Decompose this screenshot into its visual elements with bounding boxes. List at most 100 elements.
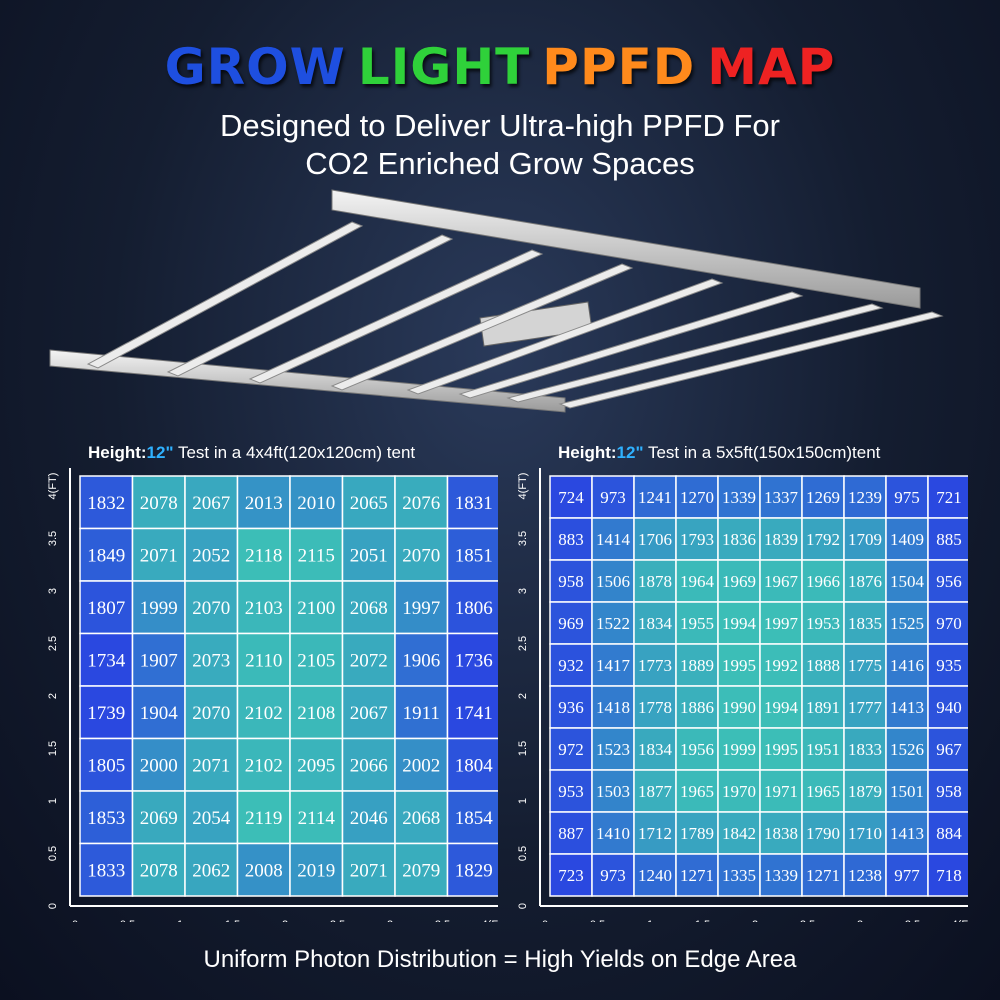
cell-value-label: 1790: [806, 824, 840, 843]
cell-value-label: 1240: [638, 866, 672, 885]
cell-value-label: 1807: [87, 598, 125, 619]
cell-value-label: 1995: [722, 656, 756, 675]
cell-value-label: 718: [936, 866, 962, 885]
title-word-ppfd: PPFD: [542, 38, 696, 96]
cell-value-label: 1849: [87, 546, 125, 567]
heatmap-cell: [341, 737, 396, 792]
heatmap-cell: [885, 685, 929, 729]
heatmap-cell: [801, 685, 845, 729]
heatmap-cell: [927, 811, 968, 855]
heatmap-cell: [131, 790, 186, 845]
heatmap-cell: [591, 811, 635, 855]
y-tick-label: 1.5: [517, 741, 529, 756]
cell-value-label: 970: [936, 614, 962, 633]
cell-value-label: 1270: [680, 488, 714, 507]
cell-value-label: 1851: [455, 546, 493, 567]
cell-value-label: 1842: [722, 824, 756, 843]
cell-value-label: 2068: [350, 598, 388, 619]
cell-value-label: 1994: [764, 698, 799, 717]
title-word-grow: GROW: [164, 38, 346, 96]
cell-value-label: 936: [558, 698, 584, 717]
heatmap-cell: [675, 601, 719, 645]
cell-value-label: 2103: [245, 598, 283, 619]
heatmap-cell: [446, 737, 498, 792]
heatmap-cell: [446, 790, 498, 845]
cell-value-label: 1965: [806, 782, 840, 801]
cell-value-label: 1964: [680, 572, 715, 591]
heatmap-cell: [759, 643, 803, 687]
heatmap-cell: [79, 685, 134, 740]
x-tick-label: 3: [857, 919, 863, 922]
cell-value-label: 2046: [350, 808, 388, 829]
cell-value-label: 1888: [806, 656, 840, 675]
cell-value-label: 1835: [848, 614, 882, 633]
cell-value-label: 1889: [680, 656, 714, 675]
cell-value-label: 1876: [848, 572, 882, 591]
cell-value-label: 2078: [140, 493, 178, 514]
heatmap-cell: [675, 475, 719, 519]
x-tick-label: 4(FT): [952, 919, 968, 922]
heatmap-cell: [289, 632, 344, 687]
heatmap-cell: [591, 853, 635, 897]
cell-value-label: 2114: [298, 808, 336, 829]
x-tick-label: 0.5: [590, 919, 605, 922]
heatmap-cell: [885, 559, 929, 603]
cell-value-label: 1911: [403, 703, 440, 724]
cell-value-label: 2066: [350, 756, 388, 777]
cell-value-label: 1832: [87, 493, 125, 514]
cell-value-label: 1833: [848, 740, 882, 759]
heatmap-cell: [79, 842, 134, 897]
heatmap-cell: [236, 475, 291, 530]
cell-value-label: 1416: [890, 656, 924, 675]
x-tick-label: 2: [752, 919, 758, 922]
x-tick-label: 1.5: [225, 919, 240, 922]
cell-value-label: 967: [936, 740, 962, 759]
x-tick-label: 0: [72, 919, 78, 922]
heatmap-cell: [717, 601, 761, 645]
heatmap-cell: [885, 601, 929, 645]
y-tick-label: 1: [517, 798, 529, 804]
cell-value-label: 1741: [455, 703, 493, 724]
title-word-map: MAP: [707, 38, 836, 96]
cell-value-label: 973: [600, 488, 626, 507]
cell-value-label: 1839: [764, 530, 798, 549]
heatmap-cell: [927, 601, 968, 645]
heatmap-cell: [927, 727, 968, 771]
y-tick-label: 0: [47, 903, 59, 909]
heatmap-cell: [549, 517, 593, 561]
heatmap-cell: [549, 643, 593, 687]
heatmap-cell: [843, 517, 887, 561]
heatmap-cell: [131, 842, 186, 897]
cell-value-label: 1417: [596, 656, 631, 675]
y-tick-label: 2.5: [517, 636, 529, 651]
cell-value-label: 883: [558, 530, 584, 549]
cell-value-label: 2100: [297, 598, 335, 619]
heatmap-cell: [843, 559, 887, 603]
cell-value-label: 2069: [140, 808, 178, 829]
cell-value-label: 2076: [402, 493, 440, 514]
heatmap-cell: [717, 643, 761, 687]
grow-light-fixture-image: [49, 189, 944, 413]
cell-value-label: 2054: [192, 808, 231, 829]
heatmap-cell: [236, 842, 291, 897]
heatmap-cell: [184, 685, 239, 740]
heatmap-cell: [927, 517, 968, 561]
heatmap-cell: [79, 790, 134, 845]
cell-value-label: 1793: [680, 530, 714, 549]
cell-value-label: 1506: [596, 572, 630, 591]
heatmap-cell: [446, 475, 498, 530]
heatmap-cell: [289, 475, 344, 530]
cell-value-label: 1877: [638, 782, 673, 801]
cell-value-label: 1525: [890, 614, 924, 633]
page-title: GROW LIGHT PPFD MAP: [0, 38, 1000, 96]
heatmap-cell: [184, 790, 239, 845]
heatmap-cell: [843, 853, 887, 897]
heatmap-cell: [446, 527, 498, 582]
heatmap-cell: [633, 601, 677, 645]
heatmap-cell: [759, 853, 803, 897]
heatmap-cell: [885, 643, 929, 687]
cell-value-label: 2072: [350, 651, 388, 672]
cell-value-label: 2052: [192, 546, 230, 567]
x-tick-label: 3.5: [435, 919, 450, 922]
heatmap-cell: [549, 853, 593, 897]
